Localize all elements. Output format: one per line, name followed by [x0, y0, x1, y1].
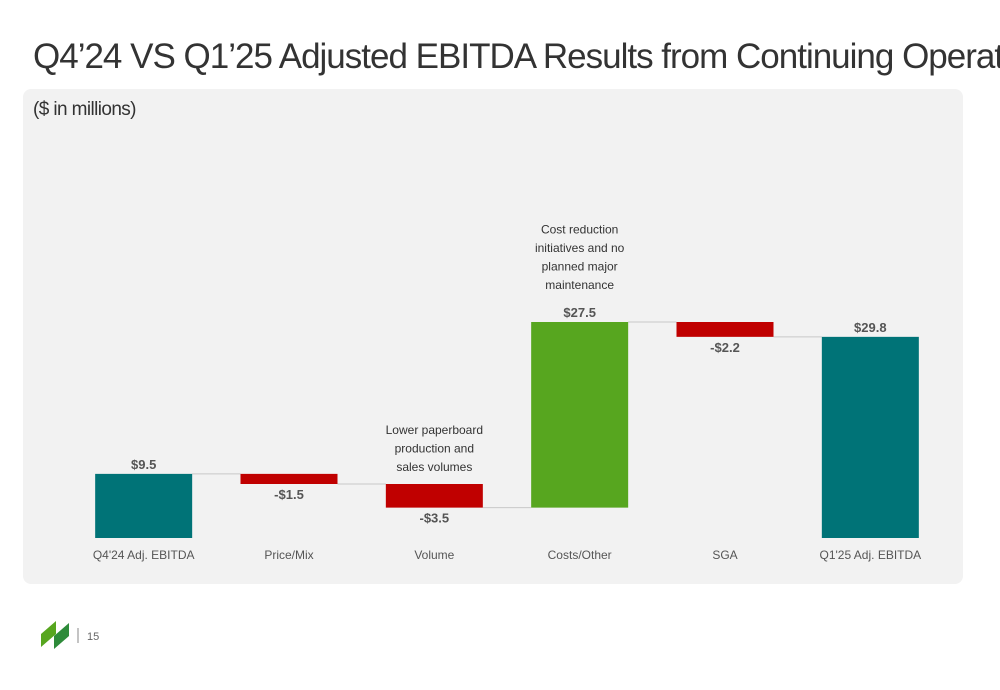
- bar: [385, 484, 483, 508]
- chart-title: Q4’24 VS Q1’25 Adjusted EBITDA Results f…: [33, 37, 1000, 76]
- logo: [41, 621, 69, 649]
- bar: [821, 336, 919, 538]
- chart-subtitle: ($ in millions): [33, 99, 136, 120]
- x-tick-label: Volume: [414, 548, 454, 562]
- value-label: -$1.5: [274, 487, 304, 502]
- bar: [240, 473, 338, 484]
- value-label: $29.8: [854, 320, 887, 335]
- chart-panel: [23, 89, 963, 584]
- x-tick-label: Q1'25 Adj. EBITDA: [819, 548, 921, 562]
- annotation: sales volumes: [396, 460, 472, 474]
- bar: [95, 473, 193, 538]
- plot: $9.5 Q4'24 Adj. EBITDA -$1.5 Price/Mix -$3.5…: [93, 223, 921, 563]
- value-label: -$2.2: [710, 340, 740, 355]
- value-label: $9.5: [131, 457, 156, 472]
- annotation: Lower paperboard: [386, 423, 483, 437]
- annotation: maintenance: [545, 278, 614, 292]
- x-tick-label: SGA: [712, 548, 737, 562]
- annotation: planned major: [542, 260, 618, 274]
- x-tick-label: Price/Mix: [264, 548, 313, 562]
- value-label: -$3.5: [420, 511, 450, 526]
- page-number: 15: [87, 631, 99, 643]
- bar: [676, 322, 774, 337]
- annotation: production and: [395, 442, 474, 456]
- x-tick-label: Costs/Other: [548, 548, 612, 562]
- x-tick-label: Q4'24 Adj. EBITDA: [93, 548, 195, 562]
- annotation: Cost reduction: [541, 223, 618, 237]
- bar: [531, 322, 629, 508]
- value-label: $27.5: [563, 305, 596, 320]
- annotation: initiatives and no: [535, 241, 625, 255]
